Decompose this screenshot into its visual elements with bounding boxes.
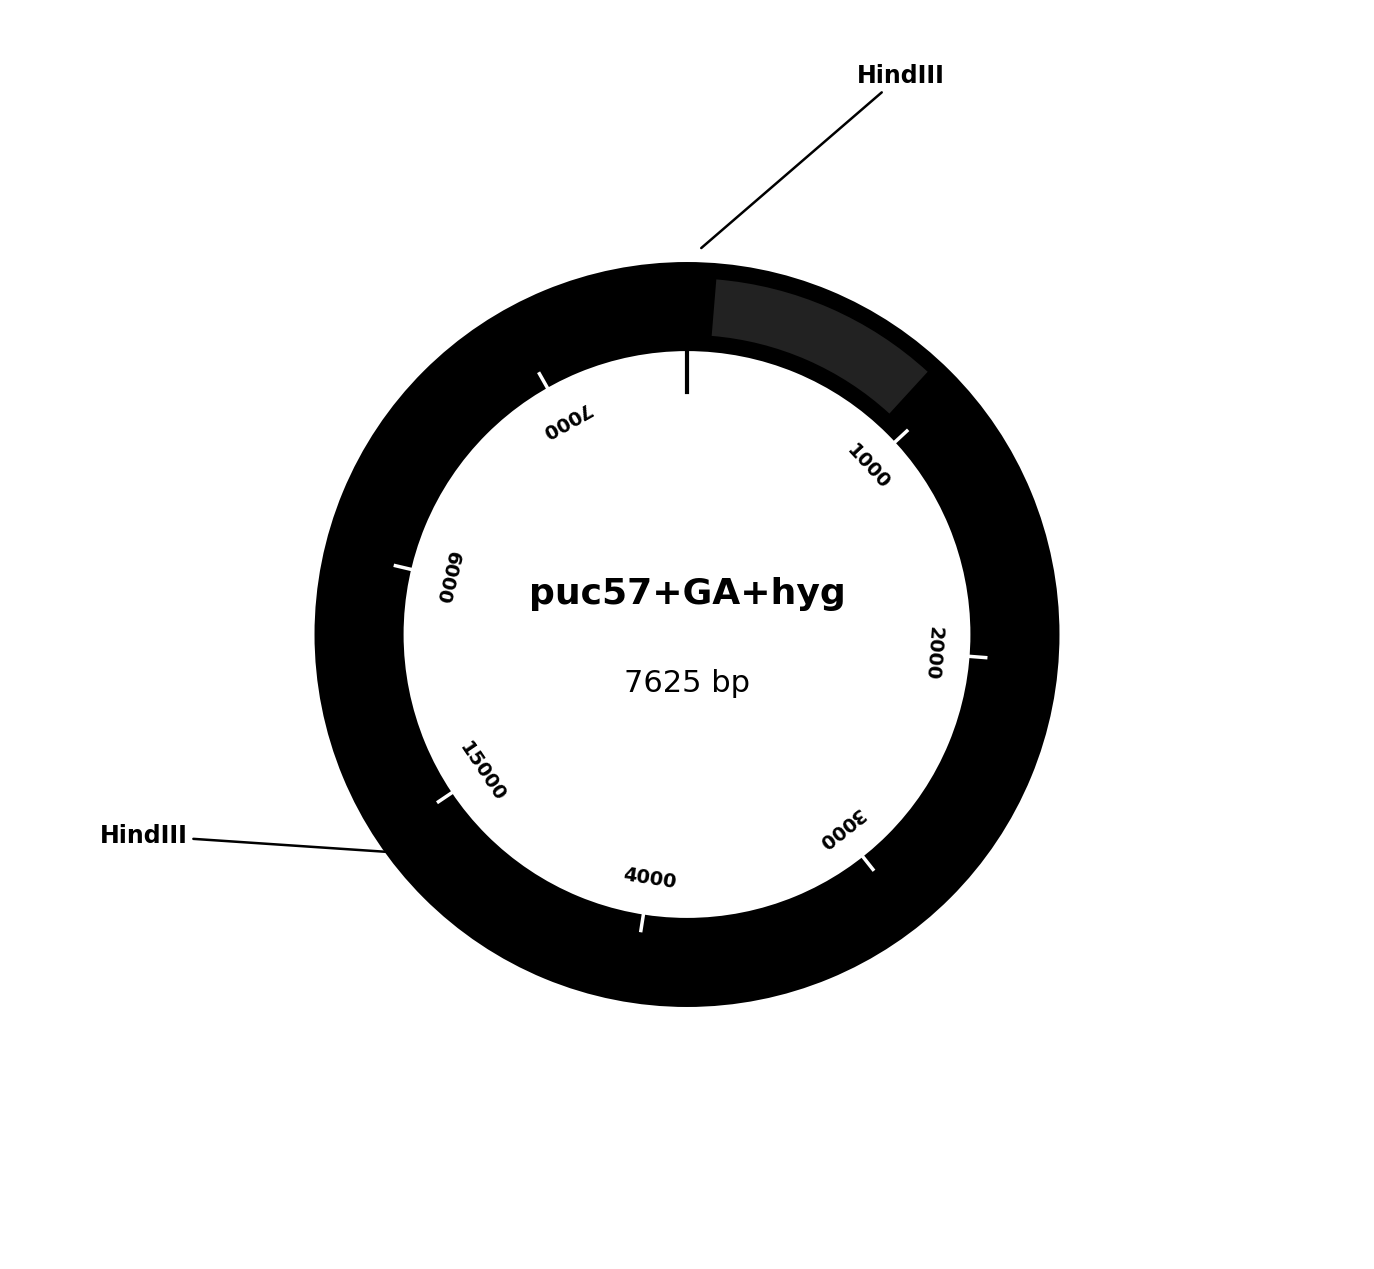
Text: 6000: 6000: [431, 549, 462, 607]
Text: 3000: 3000: [813, 805, 867, 853]
Text: 7000: 7000: [537, 398, 594, 442]
Wedge shape: [315, 261, 1059, 1008]
Text: HindIII: HindIII: [100, 824, 442, 855]
Wedge shape: [508, 657, 1043, 991]
Text: HindIII: HindIII: [701, 63, 945, 247]
Text: 15000: 15000: [455, 739, 508, 806]
Polygon shape: [985, 508, 1043, 662]
Wedge shape: [712, 279, 927, 414]
Text: 7625 bp: 7625 bp: [624, 669, 750, 698]
Text: 2000: 2000: [922, 626, 945, 681]
Text: puc57+GA+hyg: puc57+GA+hyg: [529, 577, 845, 610]
Text: 4000: 4000: [621, 865, 677, 892]
Text: 1000: 1000: [844, 440, 893, 492]
